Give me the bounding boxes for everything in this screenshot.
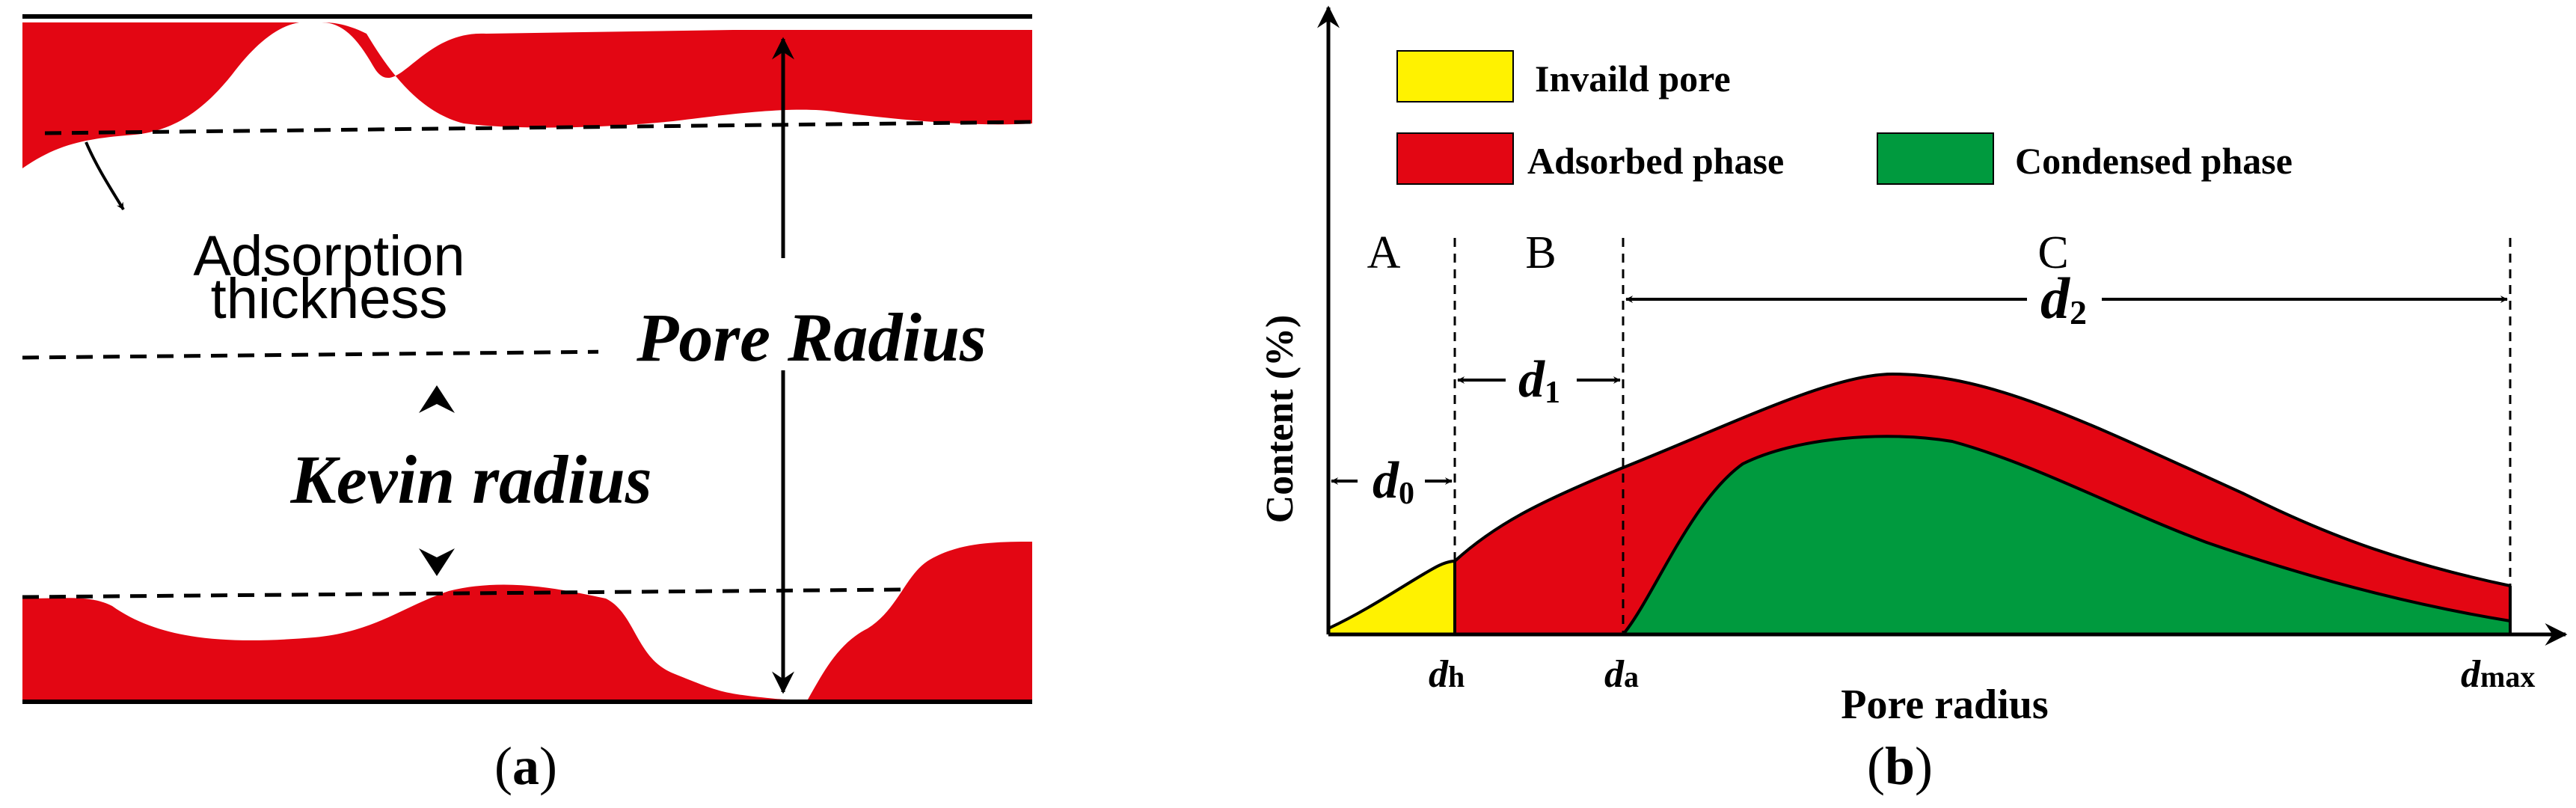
x-tick-dh: dh [1429,653,1465,696]
bottom-adsorption-dashed [22,587,906,599]
curved-arrow-icon [85,141,125,211]
invalid-pore-area [1328,561,1455,634]
panel-b: A B C d0 d1 d2 dh da dmax Pore radius Co… [1259,5,2568,796]
x-axis-label: Pore radius [1841,682,2048,728]
legend-swatch-adsorbed [1396,132,1514,185]
top-adsorbed-layer [22,22,1032,168]
legend: Invaild pore Adsorbed phase Condensed ph… [1396,50,2293,185]
legend-label-condensed: Condensed phase [2015,140,2293,182]
y-axis-label: Content (%) [1259,315,1301,524]
condensed-phase-area [1623,436,2510,634]
kevin-arrow-up-icon [419,385,455,413]
region-b-label: B [1525,227,1556,278]
adsorption-thickness-label-2: thickness [211,267,448,331]
kevin-arrow-down-icon [419,548,455,576]
panel-b-caption: (b) [1867,736,1933,796]
x-tick-da: da [1604,653,1639,696]
adsorption-thickness-label-1: Adsorption [193,224,464,288]
legend-swatch-condensed [1877,132,1994,185]
panel-a-caption: (a) [494,736,557,796]
panel-a: Adsorption thickness Pore Radius Kevin r… [22,14,1033,796]
content-curve [1328,372,2511,630]
d2-label: d2 [2040,266,2087,331]
region-c-label: C [2037,227,2068,278]
legend-label-adsorbed: Adsorbed phase [1527,140,1784,182]
d1-label: d1 [1518,351,1560,410]
x-tick-dmax: dmax [2461,653,2535,696]
kevin-radius-label: Kevin radius [289,441,651,518]
pore-radius-label: Pore Radius [636,299,987,376]
condensed-curve [1622,435,2511,636]
legend-label-invalid: Invaild pore [1535,58,1731,100]
bottom-adsorbed-layer [22,542,1032,700]
middle-dashed-line [22,349,614,360]
legend-swatch-invalid [1396,50,1514,102]
d0-label: d0 [1373,452,1414,511]
top-adsorption-dashed [44,120,1033,135]
region-a-label: A [1367,227,1401,278]
